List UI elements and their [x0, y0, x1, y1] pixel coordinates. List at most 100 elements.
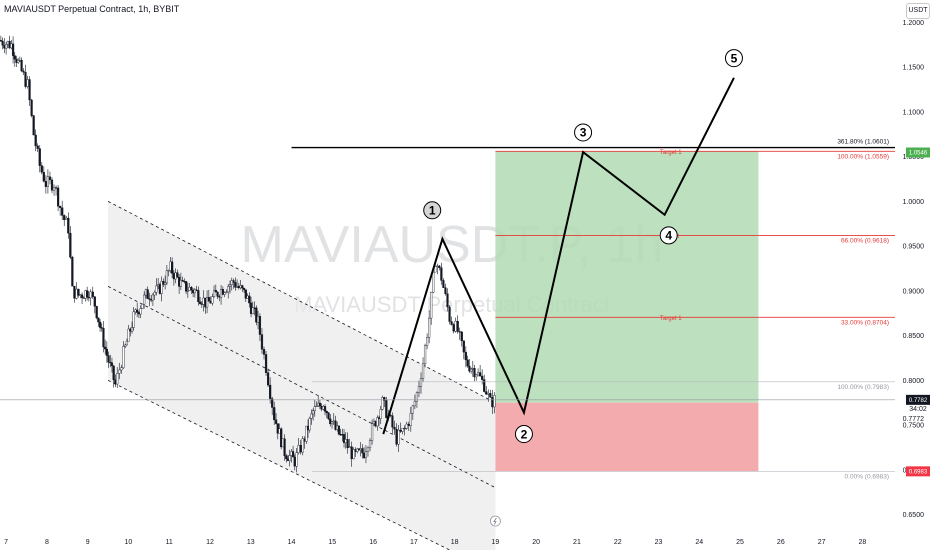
candle[interactable]: [232, 278, 235, 289]
candle[interactable]: [185, 281, 188, 295]
candle[interactable]: [489, 389, 492, 398]
candle[interactable]: [379, 405, 382, 425]
candle[interactable]: [460, 331, 463, 347]
candle[interactable]: [366, 446, 370, 457]
candle[interactable]: [221, 286, 224, 296]
candle[interactable]: [67, 212, 70, 239]
candle[interactable]: [153, 290, 156, 301]
candle[interactable]: [179, 272, 182, 291]
candle[interactable]: [299, 439, 302, 455]
candle[interactable]: [5, 41, 8, 55]
current-price-tag[interactable]: 0.7782: [906, 394, 930, 405]
candle[interactable]: [401, 427, 404, 435]
candle[interactable]: [423, 343, 427, 368]
candle[interactable]: [167, 269, 170, 277]
candle[interactable]: [329, 414, 332, 427]
candle[interactable]: [273, 401, 276, 425]
target-price-tag[interactable]: 1.0546: [906, 147, 930, 158]
candle[interactable]: [241, 284, 244, 292]
candle[interactable]: [34, 129, 37, 152]
channel-lower-line[interactable]: [107, 379, 495, 550]
currency-selector[interactable]: USDT: [906, 3, 930, 19]
candle[interactable]: [212, 285, 216, 298]
candle[interactable]: [493, 392, 496, 414]
candle[interactable]: [291, 445, 295, 458]
candle[interactable]: [198, 296, 202, 305]
candle[interactable]: [42, 166, 45, 183]
candle[interactable]: [470, 367, 473, 374]
channel-middle-line[interactable]: [107, 286, 496, 489]
wave-label-5[interactable]: 5: [724, 49, 743, 68]
candle[interactable]: [193, 288, 196, 298]
candle[interactable]: [464, 346, 467, 368]
candle[interactable]: [207, 289, 210, 302]
candle[interactable]: [75, 282, 78, 300]
candle[interactable]: [419, 372, 423, 394]
candle[interactable]: [3, 38, 6, 53]
candle[interactable]: [395, 423, 398, 447]
candle[interactable]: [228, 280, 232, 294]
candle[interactable]: [399, 422, 402, 433]
candle[interactable]: [426, 333, 429, 350]
candle[interactable]: [205, 290, 209, 314]
candle[interactable]: [285, 453, 288, 463]
candle[interactable]: [104, 339, 107, 355]
candle[interactable]: [348, 438, 351, 449]
candle[interactable]: [312, 408, 315, 421]
candle[interactable]: [376, 415, 379, 431]
candle[interactable]: [385, 397, 388, 419]
candle[interactable]: [186, 282, 189, 298]
candle[interactable]: [48, 171, 52, 185]
candle[interactable]: [95, 305, 98, 320]
candle[interactable]: [44, 175, 47, 194]
candle[interactable]: [456, 315, 459, 334]
candle[interactable]: [313, 399, 316, 417]
candle[interactable]: [116, 367, 119, 389]
candle[interactable]: [50, 177, 54, 194]
candle[interactable]: [223, 291, 226, 298]
candle[interactable]: [452, 322, 455, 334]
candle[interactable]: [6, 40, 9, 49]
candle[interactable]: [444, 283, 447, 296]
candle[interactable]: [214, 284, 217, 293]
candle[interactable]: [148, 292, 151, 307]
candle[interactable]: [334, 415, 337, 431]
candle[interactable]: [476, 368, 480, 377]
candle[interactable]: [276, 423, 279, 440]
candle[interactable]: [280, 427, 283, 450]
candle[interactable]: [155, 278, 158, 296]
candle[interactable]: [458, 327, 461, 340]
candle[interactable]: [89, 289, 92, 306]
candle[interactable]: [308, 416, 311, 433]
candle[interactable]: [397, 424, 400, 453]
candle[interactable]: [411, 404, 414, 421]
candle[interactable]: [350, 441, 353, 467]
candle[interactable]: [436, 263, 439, 275]
target-zone[interactable]: [495, 151, 759, 403]
candle[interactable]: [40, 162, 43, 175]
candle[interactable]: [80, 292, 84, 305]
candle[interactable]: [446, 288, 449, 312]
candle[interactable]: [383, 396, 386, 408]
candle[interactable]: [346, 432, 349, 454]
candle[interactable]: [421, 357, 425, 383]
candle[interactable]: [438, 265, 441, 271]
candle[interactable]: [364, 445, 368, 464]
candle[interactable]: [102, 321, 105, 353]
candle[interactable]: [11, 36, 15, 64]
elliott-wave-path[interactable]: [382, 77, 735, 435]
candle[interactable]: [230, 277, 233, 291]
candle[interactable]: [97, 317, 100, 327]
candle[interactable]: [136, 302, 139, 318]
flash-icon[interactable]: [490, 515, 501, 527]
candle[interactable]: [105, 341, 108, 363]
candle[interactable]: [63, 214, 66, 227]
candle[interactable]: [323, 404, 327, 416]
candle[interactable]: [65, 215, 68, 220]
candle[interactable]: [141, 303, 144, 309]
candle[interactable]: [146, 286, 149, 299]
candle[interactable]: [479, 364, 482, 377]
candle[interactable]: [107, 351, 110, 368]
candle[interactable]: [86, 286, 89, 301]
candle[interactable]: [242, 287, 246, 293]
